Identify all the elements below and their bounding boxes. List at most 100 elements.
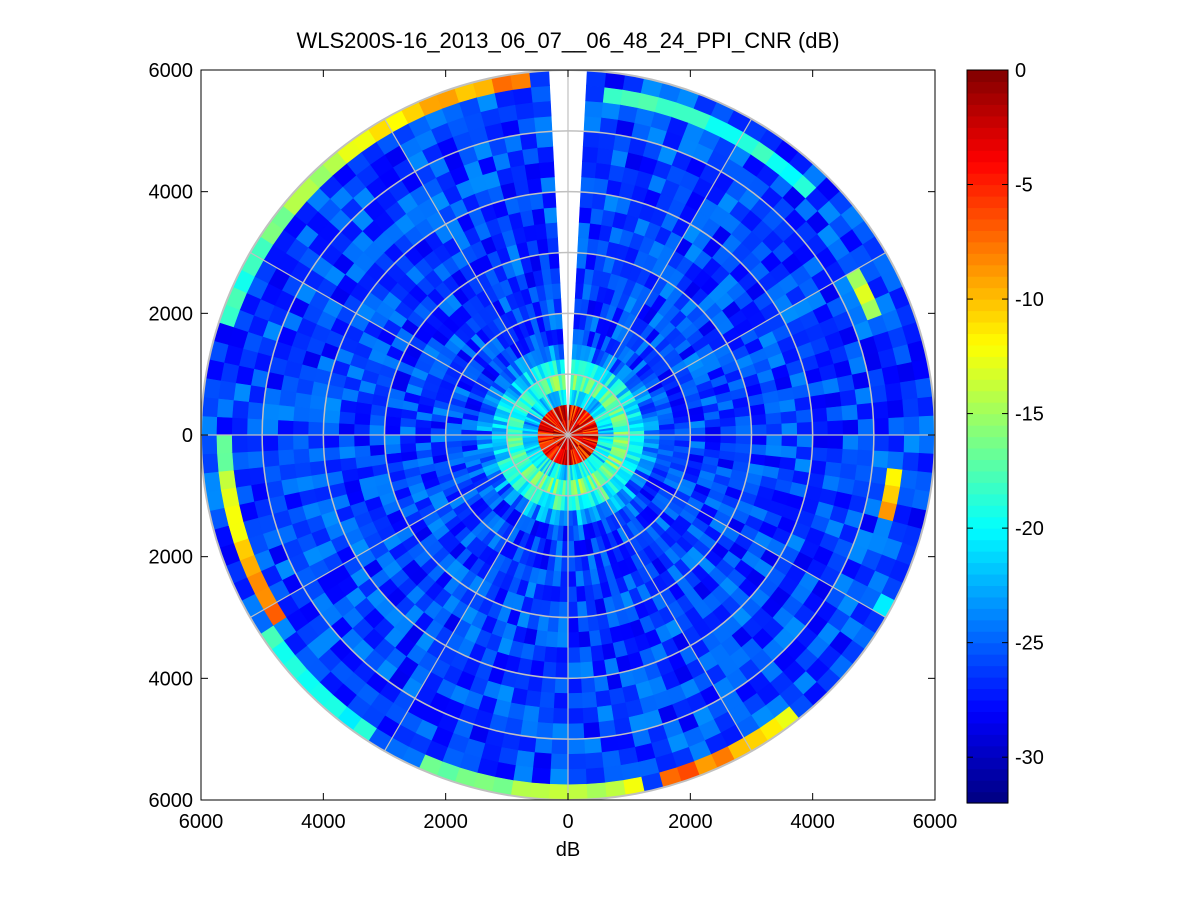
cnr-cell — [780, 445, 798, 460]
cnr-cell — [278, 389, 297, 407]
y-tick-label: 2000 — [149, 303, 194, 325]
y-tick-label: 0 — [182, 425, 193, 447]
spoke-line — [383, 434, 569, 752]
cnr-cell — [794, 396, 812, 412]
cnr-cell — [824, 391, 843, 409]
cnr-cell — [201, 452, 219, 474]
cnr-cell — [261, 418, 279, 436]
cnr-cell — [546, 616, 559, 633]
cnr-cell — [887, 399, 905, 419]
cnr-cell — [567, 540, 575, 558]
cnr-cell — [567, 768, 587, 786]
cnr-cell — [534, 737, 553, 755]
spoke-line — [567, 434, 753, 752]
cnr-cell — [902, 452, 920, 472]
cnr-cell — [594, 690, 612, 708]
colorbar-swatch — [967, 436, 1008, 449]
cnr-cell — [644, 429, 661, 436]
colorbar-swatch — [967, 390, 1008, 403]
cnr-cell — [543, 646, 558, 664]
colorbar-tick-label: -15 — [1015, 404, 1044, 426]
cnr-cell — [217, 379, 237, 401]
cnr-cell — [873, 434, 890, 453]
cnr-cell — [734, 415, 752, 427]
cnr-cell — [263, 387, 282, 406]
cnr-cell — [538, 691, 555, 709]
spoke-line — [249, 251, 569, 436]
colorbar-swatch — [967, 780, 1008, 793]
x-tick-label: 2000 — [423, 811, 468, 833]
colorbar-swatch — [967, 92, 1008, 105]
colorbar-tick-label: 0 — [1015, 60, 1026, 82]
cnr-cell — [551, 723, 569, 740]
chart-title: WLS200S-16_2013_06_07__06_48_24_PPI_CNR … — [296, 28, 840, 53]
cnr-cell — [839, 389, 858, 407]
cnr-cell — [557, 616, 569, 634]
colorbar-swatch — [967, 654, 1008, 667]
cnr-cell — [674, 421, 691, 430]
cnr-cell — [519, 720, 538, 738]
cnr-cell — [246, 401, 265, 420]
cnr-cell — [608, 687, 626, 706]
cnr-cell — [368, 424, 386, 436]
cnr-cell — [903, 416, 921, 436]
cnr-cell — [549, 768, 569, 786]
colorbar-swatch — [967, 470, 1008, 483]
cnr-cell — [659, 429, 676, 436]
cnr-cell — [231, 434, 248, 453]
cnr-cell — [292, 420, 309, 436]
colorbar-swatch — [967, 344, 1008, 357]
cnr-cell — [293, 461, 312, 479]
cnr-cell — [594, 162, 612, 180]
cnr-cell — [338, 445, 356, 460]
cnr-cell — [532, 100, 552, 118]
cnr-cell — [582, 706, 599, 724]
cnr-cell — [201, 434, 218, 455]
colorbar-swatch — [967, 642, 1008, 655]
cnr-cell — [414, 434, 431, 444]
cnr-cell — [720, 425, 737, 436]
colorbar-swatch — [967, 264, 1008, 277]
cnr-cell — [338, 410, 356, 425]
cnr-cell — [917, 396, 935, 418]
cnr-cell — [548, 783, 569, 800]
axis-ticks: 6000 4000 2000 0 2000 4000 6000600040002000020… — [149, 60, 958, 833]
cnr-cell — [531, 207, 546, 226]
colorbar-swatch — [967, 619, 1008, 632]
cnr-cell — [735, 434, 752, 445]
colorbar-swatch — [967, 768, 1008, 781]
cnr-cell — [201, 396, 219, 418]
cnr-cell — [577, 616, 590, 633]
y-tick-label: 2000 — [149, 547, 194, 569]
colorbar-swatch — [967, 482, 1008, 495]
colorbar-swatch — [967, 276, 1008, 289]
cnr-cell — [857, 434, 875, 452]
cnr-cell — [246, 434, 263, 453]
cnr-cell — [689, 427, 706, 436]
cnr-cell — [551, 282, 562, 300]
cnr-cell — [585, 767, 606, 785]
x-tick-label: 6000 — [913, 811, 958, 833]
cnr-cell — [555, 647, 569, 664]
cnr-cell — [353, 423, 370, 436]
cnr-cell — [602, 86, 624, 105]
cnr-cell — [567, 571, 577, 588]
cnr-cell — [842, 434, 859, 451]
x-axis-label: dB — [555, 839, 581, 861]
cnr-cell — [558, 586, 569, 603]
colorbar-swatch — [967, 734, 1008, 747]
cnr-cell — [430, 427, 447, 436]
cnr-cell — [338, 434, 355, 448]
cnr-cell — [719, 417, 737, 428]
cnr-cell — [809, 460, 827, 476]
cnr-cell — [215, 434, 233, 454]
cnr-cell — [368, 434, 386, 446]
cnr-cell — [295, 475, 315, 493]
cnr-cell — [545, 222, 558, 239]
cnr-cell — [602, 765, 624, 784]
cnr-cell — [292, 406, 310, 422]
cnr-cell — [839, 463, 858, 481]
cnr-cell — [353, 412, 371, 426]
cnr-cell — [233, 382, 252, 402]
cnr-cell — [542, 661, 557, 679]
